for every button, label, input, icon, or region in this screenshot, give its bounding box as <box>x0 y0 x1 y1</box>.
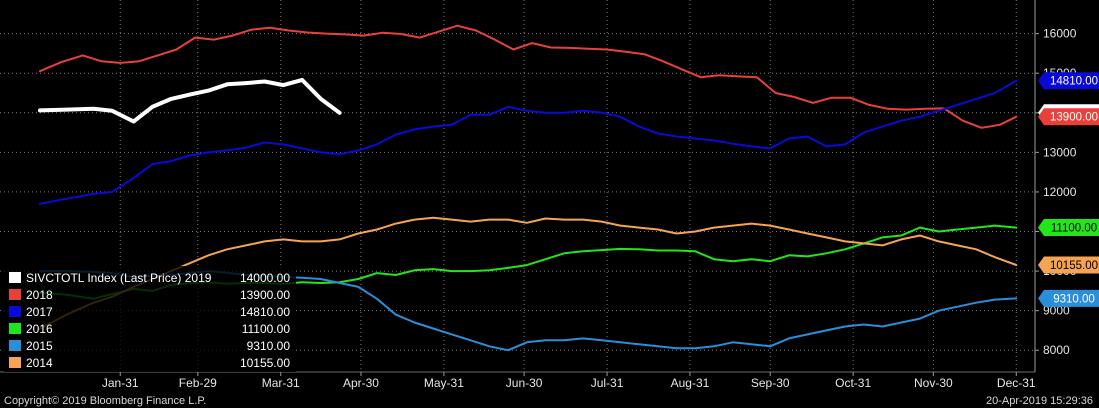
x-tick-label: Feb-29 <box>179 376 217 390</box>
x-tick-label: Apr-30 <box>343 376 379 390</box>
x-axis: Jan-31 Feb-29 Mar-31 Apr-30 May-31 Jun-30 Jul-… <box>0 371 1036 390</box>
y-tick-label: 16000 <box>1043 27 1077 41</box>
x-tick-label: Sep-30 <box>751 376 790 390</box>
badge-value: 9310.00 <box>1053 293 1095 305</box>
last-value-badge: 14810.00 <box>1038 72 1099 90</box>
legend-value: 13900.00 <box>240 288 290 302</box>
badge-value: 14810.00 <box>1050 76 1098 88</box>
x-tick-label: Nov-30 <box>914 376 953 390</box>
badge-value: 10155.00 <box>1050 260 1098 272</box>
x-tick-label: Aug-31 <box>671 376 710 390</box>
copyright-footer: Copyright© 2019 Bloomberg Finance L.P. <box>4 395 207 407</box>
x-tick-label: Dec-31 <box>997 376 1036 390</box>
last-value-badge: 11100.00 <box>1038 219 1099 237</box>
legend: SIVCTOTL Index (Last Price) 2019 14000.00… <box>4 266 296 372</box>
legend-swatch <box>9 272 21 283</box>
legend-value: 9310.00 <box>247 339 291 353</box>
legend-swatch <box>9 340 21 351</box>
badge-shape <box>1038 256 1099 274</box>
x-tick-label: Oct-31 <box>835 376 871 390</box>
y-tick-label: 9000 <box>1043 304 1070 318</box>
legend-name: 2015 <box>26 339 53 353</box>
legend-name: 2014 <box>26 356 53 370</box>
legend-name: SIVCTOTL Index (Last Price) 2019 <box>26 271 212 285</box>
x-tick-label: May-31 <box>424 376 464 390</box>
x-tick-label: Jun-30 <box>506 376 543 390</box>
series-line-2017 <box>39 79 1018 205</box>
x-tick-label: Jul-31 <box>591 376 624 390</box>
badge-value: 13900.00 <box>1050 112 1098 124</box>
legend-swatch <box>9 306 21 317</box>
series-line-2014 <box>39 216 1018 330</box>
legend-value: 14000.00 <box>240 271 290 285</box>
last-value-badge: 13900.00 <box>1038 108 1099 126</box>
series-line-2018 <box>39 24 1018 129</box>
y-tick-label: 12000 <box>1043 185 1077 199</box>
y-tick-label: 13000 <box>1043 145 1077 159</box>
legend-swatch <box>9 323 21 334</box>
legend-name: 2017 <box>26 305 53 319</box>
x-tick-label: Jan-31 <box>102 376 139 390</box>
legend-swatch <box>9 289 21 300</box>
badge-shape <box>1038 108 1099 126</box>
last-value-badges: 14000.0013900.0014810.0011100.009310.001… <box>1038 72 1099 307</box>
badge-shape <box>1038 289 1099 307</box>
x-tick-label: Mar-31 <box>262 376 300 390</box>
legend-value: 10155.00 <box>240 356 290 370</box>
series-line-2019 <box>38 77 342 124</box>
badge-value: 11100.00 <box>1051 223 1097 235</box>
legend-value: 14810.00 <box>240 305 290 319</box>
y-axis: 8000900010000110001200013000140001500016… <box>1034 0 1077 372</box>
legend-name: 2016 <box>26 322 53 336</box>
legend-swatch <box>9 357 21 368</box>
legend-name: 2018 <box>26 288 53 302</box>
y-tick-label: 8000 <box>1043 343 1070 357</box>
badge-shape <box>1038 219 1099 237</box>
badge-shape <box>1038 72 1099 90</box>
last-value-badge: 10155.00 <box>1038 256 1099 274</box>
legend-value: 11100.00 <box>242 322 291 336</box>
last-value-badge: 9310.00 <box>1038 289 1099 307</box>
legend-box <box>4 266 296 372</box>
timestamp-footer: 20-Apr-2019 15:29:36 <box>985 395 1093 407</box>
